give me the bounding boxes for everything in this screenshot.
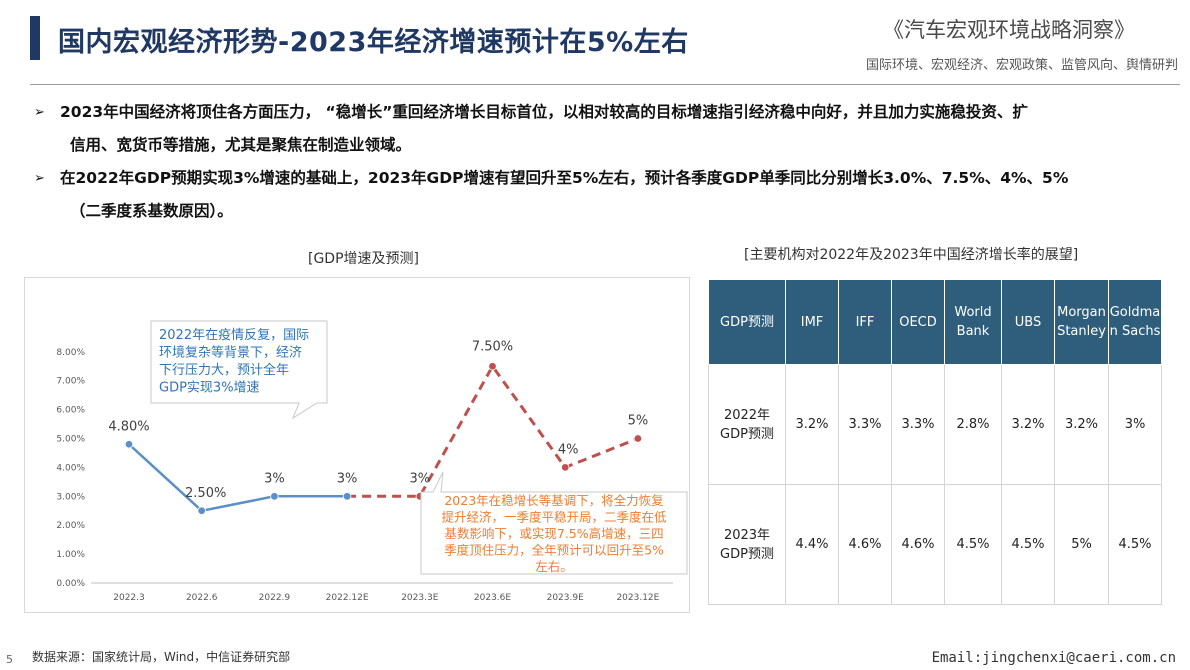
data-point	[488, 362, 497, 371]
table-cell: 4.5%	[1001, 484, 1055, 605]
data-label: 2.50%	[185, 486, 226, 501]
bullet-list: ➢ 2023年中国经济将顶住各方面压力， “稳增长”重回经济增长目标首位，以相对…	[34, 96, 1174, 228]
header-divider	[30, 84, 1180, 85]
data-label: 5%	[628, 414, 649, 429]
table-cell: 4.6%	[891, 484, 945, 605]
table-cell: 3.3%	[838, 364, 892, 485]
data-point	[124, 440, 134, 449]
y-tick-label: 4.00%	[56, 463, 85, 473]
x-tick-label: 2023.9E	[547, 593, 584, 603]
bullet-line: 信用、宽货币等措施，尤其是聚焦在制造业领域。	[70, 136, 412, 154]
arrow-bullet-icon: ➢	[34, 171, 45, 186]
x-tick-label: 2022.3	[113, 593, 145, 603]
bullet-item: ➢ 在2022年GDP预期实现3%增速的基础上，2023年GDP增速有望回升至5…	[34, 162, 1174, 228]
forecast-series-line	[347, 363, 639, 498]
header-cell: World Bank	[944, 279, 1002, 365]
page-number: 5	[6, 653, 13, 666]
x-tick-label: 2023.6E	[474, 593, 511, 603]
y-tick-label: 5.00%	[56, 435, 85, 445]
callout-text-2022: 2022年在疫情反复，国际	[159, 327, 309, 343]
header-cell: Morgan Stanley	[1054, 279, 1109, 365]
data-point	[342, 492, 352, 501]
title-accent-bar	[30, 16, 40, 60]
report-series-title: 《汽车宏观环境战略洞察》	[883, 18, 1135, 42]
table-header-row: GDP预测 IMF IFF OECD World Bank UBS Morgan S…	[708, 279, 1162, 365]
callout-box-2023	[420, 471, 688, 575]
callout-text-2023: 左右。	[535, 559, 573, 574]
row-label: 2022年 GDP预测	[708, 364, 786, 485]
table-title: [主要机构对2022年及2023年中国经济增长率的展望]	[744, 247, 1079, 263]
data-label: 4%	[558, 442, 579, 457]
table-cell: 3.2%	[785, 364, 839, 485]
callout-text-2022: 环境复杂等背景下，经济	[159, 345, 302, 361]
chart-canvas: 0.00% 1.00% 2.00% 3.00% 4.00% 5.00% 6.00% 7.00%…	[56, 320, 688, 603]
table-cell: 3%	[1108, 364, 1162, 485]
y-tick-label: 7.00%	[56, 377, 85, 387]
y-tick-label: 6.00%	[56, 406, 85, 416]
bullet-line: 2023年中国经济将顶住各方面压力， “稳增长”重回经济增长目标首位，以相对较高…	[60, 103, 1028, 121]
table-cell: 4.5%	[944, 484, 1002, 605]
callout-box-2022	[150, 320, 328, 420]
row-label: 2023年 GDP预测	[708, 484, 786, 605]
data-point	[270, 492, 279, 501]
data-point	[561, 463, 570, 472]
data-label: 4.80%	[108, 419, 149, 434]
arrow-bullet-icon: ➢	[34, 105, 45, 120]
y-tick-label: 3.00%	[56, 492, 85, 502]
callout-text-2022: GDP实现3%增速	[159, 381, 260, 396]
data-label: 3%	[409, 471, 430, 486]
table-cell: 4.6%	[838, 484, 892, 605]
table-cell: 2.8%	[944, 364, 1002, 485]
table-row: 2022年 GDP预测 3.2% 3.3% 3.3% 2.8% 3.2% 3.2%…	[708, 364, 1162, 485]
callout-text-2023: 2023年在稳增长等基调下，将全力恢复	[444, 493, 664, 508]
data-label: 7.50%	[472, 339, 513, 354]
chart-title: [GDP增速及预测]	[308, 251, 419, 267]
actual-series-line	[128, 443, 348, 513]
callout-text-2023: 基数影响下，或实现7.5%高增速，三四	[444, 526, 663, 541]
data-source: 数据来源：国家统计局，Wind，中信证券研究部	[32, 650, 291, 664]
x-tick-label: 2023.3E	[401, 593, 438, 603]
table-cell: 3.3%	[891, 364, 945, 485]
bullet-line: （二季度系基数原因）。	[70, 202, 233, 220]
y-tick-label: 0.00%	[56, 579, 85, 589]
table-cell: 4.4%	[785, 484, 839, 605]
header-cell: Goldma n Sachs	[1108, 279, 1162, 365]
x-tick-label: 2023.12E	[616, 593, 659, 603]
header-cell: OECD	[891, 279, 945, 365]
table-row: 2023年 GDP预测 4.4% 4.6% 4.6% 4.5% 4.5% 5% 4…	[708, 484, 1162, 605]
bullet-line: 在2022年GDP预期实现3%增速的基础上，2023年GDP增速有望回升至5%左…	[60, 169, 1069, 187]
data-point	[197, 506, 206, 515]
callout-text-2023: 季度顶住压力，全年预计可以回升至5%	[444, 543, 664, 558]
table-cell: 3.2%	[1054, 364, 1109, 485]
table-cell: 3.2%	[1001, 364, 1055, 485]
report-series-subtitle: 国际环境、宏观经济、宏观政策、监管风向、舆情研判	[865, 58, 1178, 73]
table-cell: 4.5%	[1108, 484, 1162, 605]
y-tick-label: 1.00%	[56, 550, 85, 560]
table-cell: 5%	[1054, 484, 1109, 605]
x-tick-label: 2022.9	[259, 593, 291, 603]
page-title: 国内宏观经济形势-2023年经济增速预计在5%左右	[58, 27, 689, 58]
y-tick-label: 2.00%	[56, 521, 85, 531]
x-tick-label: 2022.6	[186, 593, 218, 603]
forecast-table: GDP预测 IMF IFF OECD World Bank UBS Morgan S…	[708, 279, 1162, 605]
data-label: 3%	[264, 471, 285, 486]
gdp-line-chart: 0.00% 1.00% 2.00% 3.00% 4.00% 5.00% 6.00% 7.00%…	[24, 277, 690, 613]
callout-text-2023: 提升经济，一季度平稳开局，二季度在低	[441, 510, 667, 525]
contact-email[interactable]: Email:jingchenxi@caeri.com.cn	[931, 650, 1176, 666]
data-point	[633, 434, 643, 443]
header-cell: IMF	[785, 279, 839, 365]
x-tick-label: 2022.12E	[326, 593, 369, 603]
y-tick-label: 8.00%	[56, 348, 85, 358]
header-cell: GDP预测	[708, 279, 786, 365]
bullet-item: ➢ 2023年中国经济将顶住各方面压力， “稳增长”重回经济增长目标首位，以相对…	[34, 96, 1174, 162]
data-label: 3%	[337, 471, 358, 486]
header-cell: IFF	[838, 279, 892, 365]
callout-text-2022: 下行压力大，预计全年	[159, 362, 289, 378]
header-cell: UBS	[1001, 279, 1055, 365]
